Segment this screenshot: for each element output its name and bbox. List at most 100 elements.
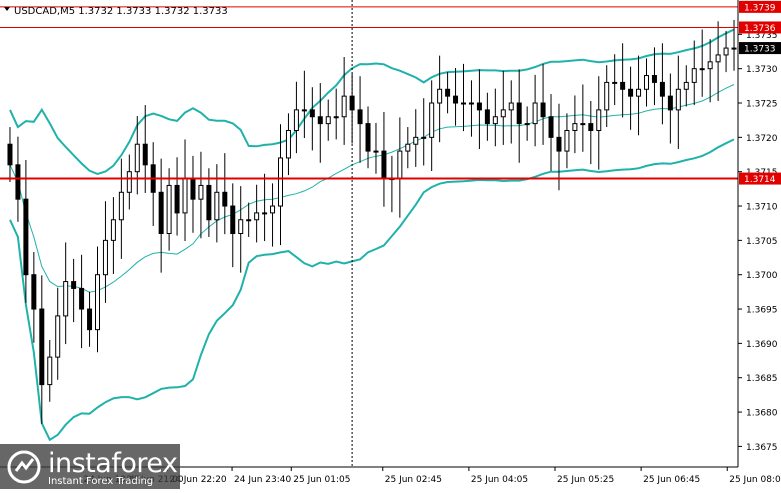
candle-body (453, 95, 459, 104)
candle-body (413, 136, 419, 145)
candle-body (492, 116, 498, 125)
candle-body (548, 116, 554, 138)
candle-body (405, 143, 411, 152)
candle-body (158, 191, 164, 234)
symbol-info: USDCAD,M5 1.3732 1.3733 1.3732 1.3733 (14, 6, 228, 17)
candle-body (484, 109, 490, 125)
candle-body (39, 308, 45, 386)
candle-body (461, 102, 466, 105)
candle-body (31, 274, 37, 310)
x-tick-label: 24 Jun 22:20 (169, 475, 226, 485)
candle-body (532, 102, 538, 125)
candle-body (604, 81, 610, 111)
dropdown-triangle-icon[interactable] (4, 7, 10, 11)
y-tick-label: 1.3675 (746, 443, 778, 453)
candle-body (612, 81, 618, 84)
candle-body (102, 239, 108, 276)
candle-body (206, 184, 212, 221)
candle-body (516, 102, 522, 125)
candle-body (381, 150, 387, 180)
candle-body (118, 191, 124, 221)
candle-body (126, 171, 132, 193)
candle-body (500, 109, 506, 118)
candle-body (325, 116, 331, 125)
y-tick-label: 1.3705 (746, 237, 778, 247)
level-price-tag (739, 172, 781, 185)
candle-body (564, 129, 570, 152)
candle-body (262, 212, 268, 215)
candle-body (476, 102, 482, 111)
x-tick-label: 24 Jun 23:40 (234, 475, 291, 485)
y-tick-label: 1.3730 (746, 65, 778, 75)
candle-body (397, 150, 403, 180)
bollinger-lower-band (9, 138, 735, 442)
candle-body (628, 88, 634, 97)
candle-body (675, 88, 681, 111)
candle-body (166, 184, 172, 234)
candle-body (644, 75, 649, 90)
candle-body (87, 308, 93, 331)
candle-body (596, 109, 602, 131)
candle-body (95, 274, 100, 331)
candle-body (254, 212, 260, 221)
bollinger-upper-band (9, 28, 735, 176)
candle-body (309, 109, 315, 118)
logo-tagline: Instant Forex Trading (48, 476, 154, 487)
levels-layer (0, 0, 738, 467)
y-tick-label: 1.3680 (746, 409, 778, 419)
candle-body (278, 157, 283, 207)
candle-body (373, 150, 379, 153)
candle-body (357, 109, 363, 125)
candle-body (7, 143, 13, 166)
candle-body (707, 61, 713, 70)
candle-body (636, 88, 642, 97)
candle-body (142, 143, 148, 166)
level-price-tag-label: 1.3714 (744, 175, 776, 185)
candle-body (349, 95, 355, 111)
candle-body (198, 184, 204, 200)
y-tick-label: 1.3685 (746, 374, 778, 384)
candle-body (110, 219, 116, 241)
candle-body (317, 116, 323, 125)
candle-body (580, 123, 586, 126)
candle-body (437, 88, 443, 104)
candle-body (572, 123, 578, 131)
x-tick-label: 25 Jun 04:05 (471, 475, 528, 485)
candle-body (421, 136, 427, 139)
x-tick-label: 25 Jun 06:45 (643, 475, 700, 485)
current-price-tag (739, 42, 781, 55)
candle-body (651, 75, 657, 83)
current-price-tag-label: 1.3733 (744, 45, 776, 55)
candle-body (246, 219, 252, 222)
candle-body (731, 47, 737, 50)
bollinger-bands (9, 28, 735, 442)
instaforex-logo-icon (7, 450, 41, 484)
candle-body (190, 178, 196, 200)
level-price-tag-label: 1.3736 (744, 24, 776, 34)
x-tick-label: 25 Jun 02:45 (385, 475, 442, 485)
candle-body (293, 109, 299, 131)
candle-body (301, 109, 307, 112)
candle-body (333, 116, 339, 119)
candle-body (230, 205, 236, 235)
candles-layer (7, 19, 737, 424)
level-price-tag (739, 0, 781, 13)
y-tick-label: 1.3695 (746, 306, 778, 316)
y-tick-label: 1.3700 (746, 271, 778, 281)
y-tick-label: 1.3720 (746, 134, 778, 144)
candle-body (723, 47, 729, 56)
candle-body (445, 88, 451, 97)
y-tick-label: 1.3735 (746, 31, 778, 41)
candle-body (620, 81, 626, 90)
candle-body (79, 287, 85, 310)
candle-body (238, 219, 244, 235)
candle-body (683, 81, 689, 90)
candle-body (63, 281, 69, 317)
y-tick-label: 1.3710 (746, 203, 778, 213)
candle-body (270, 205, 276, 214)
y-tick-label: 1.3690 (746, 340, 778, 350)
candle-body (715, 54, 721, 63)
